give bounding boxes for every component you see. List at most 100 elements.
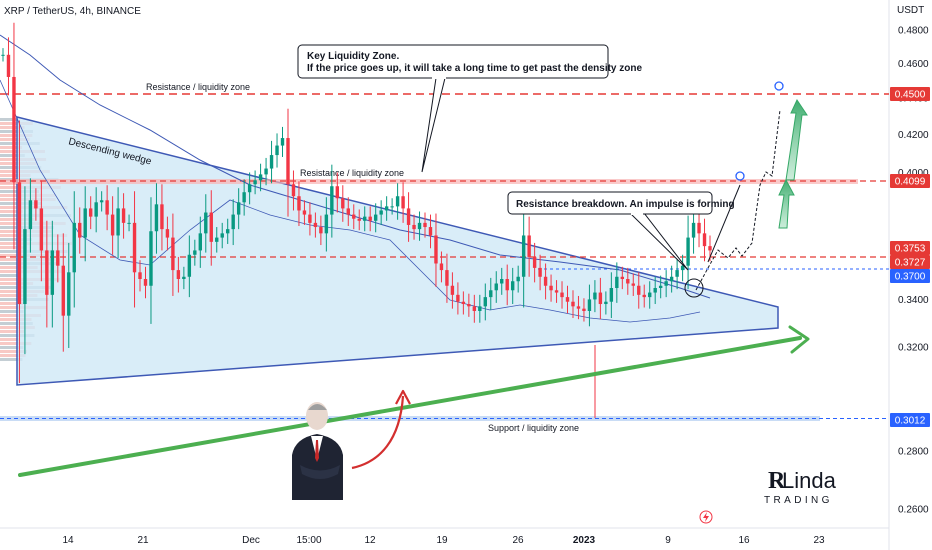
candle-body <box>445 270 449 286</box>
candle-body <box>461 301 466 305</box>
candle-body <box>132 222 137 273</box>
y-tick-label-6: 0.3400 <box>898 295 929 306</box>
candle-body <box>83 208 87 238</box>
candle-body <box>637 285 641 295</box>
price-badge-label: 0.4500 <box>895 90 926 101</box>
x-tick-label-4: 12 <box>364 535 376 546</box>
volume-profile-bar <box>0 246 26 249</box>
x-tick-label-6: 26 <box>512 535 524 546</box>
y-tick-label-8: 0.2800 <box>898 447 929 458</box>
candle-body <box>1 54 5 56</box>
candle-body <box>538 267 542 277</box>
candle-body <box>39 208 44 251</box>
volume-profile-bar <box>0 346 24 349</box>
candle-body <box>346 208 350 215</box>
candle-body <box>615 276 619 289</box>
candle-body <box>45 250 49 295</box>
candle-body <box>494 283 498 291</box>
candle-body <box>61 265 65 316</box>
candle-body <box>319 227 323 234</box>
candle-body <box>160 204 164 230</box>
candle-body <box>708 246 712 251</box>
candle-body <box>549 285 553 291</box>
candle-body <box>209 212 213 242</box>
volume-profile-bar <box>0 118 18 121</box>
x-axis-ticks: 14 21 Dec 15:00 12 19 26 2023 9 16 23 <box>62 535 825 546</box>
y-tick-label-7: 0.3200 <box>898 342 929 353</box>
volume-profile-bar <box>0 310 24 313</box>
breakdown-text: Resistance breakdown. An impulse is form… <box>516 199 735 210</box>
candle-body <box>363 216 367 221</box>
candle-body <box>401 196 405 209</box>
candle-body <box>395 196 400 207</box>
trendline-arrowhead <box>788 325 810 354</box>
candle-body <box>335 186 340 199</box>
y-tick-label-9: 0.2600 <box>898 505 929 516</box>
candle-body <box>505 279 509 291</box>
candle-body <box>138 272 142 280</box>
lightning-icon[interactable] <box>699 510 713 524</box>
candle-body <box>658 285 663 289</box>
price-badge-label: 0.3727 <box>895 258 926 269</box>
y-tick-label-1: 0.4600 <box>898 59 929 70</box>
candle-body <box>204 212 208 234</box>
volume-profile-bar <box>0 338 19 341</box>
svg-text:R: R <box>768 468 786 494</box>
candle-body <box>286 138 290 185</box>
candle-body <box>258 174 263 181</box>
candle-body <box>149 231 153 286</box>
target-marker-b <box>774 81 784 91</box>
x-tick-label-3: 15:00 <box>296 535 321 546</box>
candle-body <box>680 265 685 271</box>
candle-body <box>352 214 356 219</box>
candle-body <box>12 76 16 183</box>
candle-body <box>669 276 674 282</box>
candle-body <box>280 138 285 146</box>
y-tick-label-3: 0.4200 <box>898 130 929 141</box>
svg-text:Linda: Linda <box>782 468 837 493</box>
volume-profile-bar <box>0 354 26 357</box>
candle-body <box>154 204 159 232</box>
candle-body <box>472 306 477 311</box>
candle-body <box>226 229 230 234</box>
candle-body <box>373 214 378 221</box>
candle-body <box>17 182 22 305</box>
candle-body <box>516 276 520 282</box>
candle-body <box>236 202 241 215</box>
candle-body <box>187 254 192 277</box>
candle-body <box>587 299 592 311</box>
candle-body <box>691 222 696 238</box>
candle-body <box>78 222 82 238</box>
candle-body <box>247 184 252 193</box>
candle-body <box>543 276 548 286</box>
volume-profile-bar <box>0 238 32 241</box>
candle-body <box>489 290 493 298</box>
linda-trading-logo: R Linda TRADING <box>764 468 837 506</box>
candle-body <box>521 235 526 277</box>
candle-body <box>116 208 120 236</box>
candle-body <box>428 227 433 236</box>
x-tick-label-2: Dec <box>242 535 260 546</box>
candle-body <box>697 222 701 234</box>
candle-body <box>165 229 170 238</box>
candle-body <box>215 237 219 242</box>
candle-body <box>417 222 422 230</box>
target-marker-a <box>735 171 745 181</box>
candle-body <box>390 206 394 208</box>
candle-body <box>275 145 279 156</box>
candle-body <box>94 202 98 217</box>
price-badge-0.4099 <box>890 174 930 188</box>
candle-body <box>483 297 487 307</box>
price-badge-label: 0.3753 <box>895 244 926 255</box>
curved-red-arrowhead <box>395 389 411 405</box>
candle-body <box>702 233 707 247</box>
volume-profile-bar <box>0 134 33 137</box>
candle-body <box>341 198 345 209</box>
candle-body <box>34 200 38 209</box>
candle-body <box>631 283 635 286</box>
volume-profile-bar <box>0 302 24 305</box>
candle-body <box>193 250 197 255</box>
x-tick-label-10: 23 <box>813 535 825 546</box>
up-arrow-small <box>778 178 795 229</box>
